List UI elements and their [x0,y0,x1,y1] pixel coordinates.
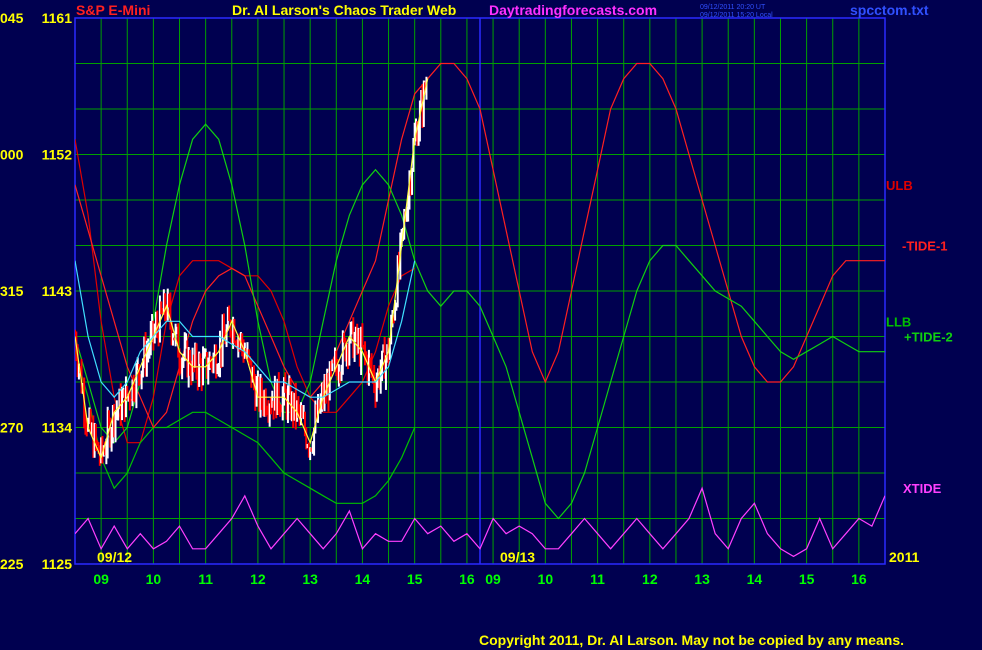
series-label-ulb: ULB [886,178,913,193]
x-tick-label: 09 [93,571,109,587]
copyright: Copyright 2011, Dr. Al Larson. May not b… [479,632,904,648]
x-tick-label: 16 [459,571,475,587]
x-tick-label: 15 [799,571,815,587]
timestamp-ut: 09/12/2011 20:20 UT [700,4,766,11]
date-label: 2011 [889,549,920,565]
y-tick-left: 270 [0,420,24,436]
series-label-tide1: -TIDE-1 [902,239,948,254]
x-tick-label: 12 [250,571,266,587]
y-tick-value: 1134 [42,420,73,436]
y-tick-value: 1143 [42,283,73,299]
x-tick-label: 14 [355,571,371,587]
site-name: Daytradingforecasts.com [489,2,657,18]
y-tick-value: 1125 [42,556,73,572]
timestamp-local: 09/12/2011 15:20 Local [700,12,773,19]
symbol-label: S&P E-Mini [76,2,150,18]
series-tide1 [75,62,885,429]
y-tick-value: 1161 [42,10,73,26]
x-tick-label: 09 [485,571,501,587]
series-xtide [75,486,885,558]
x-tick-label: 10 [538,571,554,587]
x-tick-label: 16 [851,571,867,587]
x-tick-label: 11 [590,571,605,587]
file-name: spcctom.txt [850,2,929,18]
x-tick-label: 15 [407,571,423,587]
x-tick-label: 12 [642,571,658,587]
grid [75,18,885,564]
x-tick-label: 10 [146,571,162,587]
y-tick-left: 315 [0,283,24,299]
series-layer [75,62,885,558]
series-slow_avg [75,260,416,399]
x-tick-label: 13 [302,571,318,587]
x-tick-label: 11 [198,571,213,587]
series-fast_avg [75,78,429,460]
series-label-tide2: +TIDE-2 [904,330,953,345]
series-label-llb: LLB [886,314,911,329]
series-tide2 [75,123,885,520]
chart-title: Dr. Al Larson's Chaos Trader Web [232,2,456,18]
date-label: 09/12 [97,549,132,565]
y-tick-left: 045 [0,10,24,26]
y-tick-left: 225 [0,556,24,572]
y-tick-left: 000 [0,147,24,163]
averages-layer [75,78,429,460]
series-llb [75,351,416,504]
date-label: 09/13 [500,549,535,565]
x-tick-label: 14 [747,571,763,587]
x-tick-label: 13 [694,571,710,587]
y-tick-value: 1152 [42,147,73,163]
series-label-xtide: XTIDE [903,481,942,496]
axis-labels: 045 1161 000 1152 315 1143 270 1134 225 1125 09 10 1… [0,10,953,587]
